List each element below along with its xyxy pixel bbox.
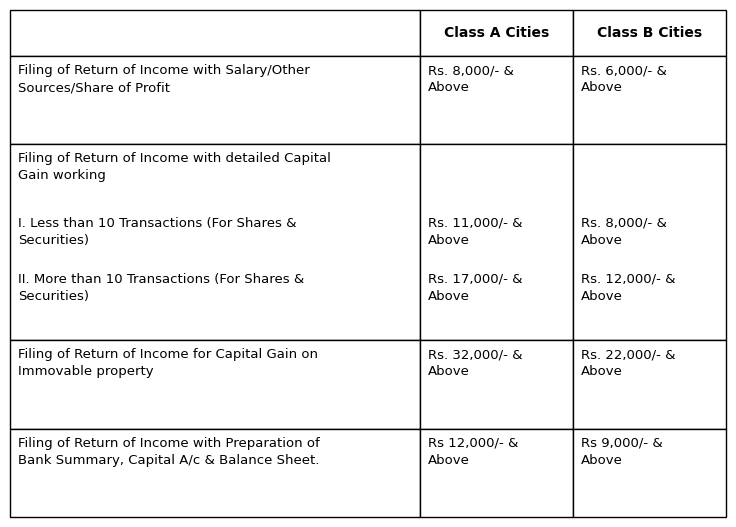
Bar <box>10 10 420 56</box>
Text: Class B Cities: Class B Cities <box>597 26 702 40</box>
Bar <box>573 429 726 517</box>
Text: Filing of Return of Income for Capital Gain on
Immovable property: Filing of Return of Income for Capital G… <box>18 348 318 378</box>
Text: Rs 12,000/- &
Above: Rs 12,000/- & Above <box>428 437 518 467</box>
Bar <box>573 10 726 56</box>
Text: Rs 9,000/- &
Above: Rs 9,000/- & Above <box>581 437 662 467</box>
Text: Filing of Return of Income with detailed Capital
Gain working: Filing of Return of Income with detailed… <box>18 152 331 182</box>
Text: Rs. 22,000/- &
Above: Rs. 22,000/- & Above <box>581 348 675 378</box>
Text: Filing of Return of Income with Salary/Other
Sources/Share of Profit: Filing of Return of Income with Salary/O… <box>18 64 310 94</box>
Text: Rs. 8,000/- &
Above: Rs. 8,000/- & Above <box>428 64 514 94</box>
Bar <box>573 56 726 144</box>
Bar <box>573 144 726 340</box>
Bar <box>10 429 420 517</box>
Bar <box>420 144 573 340</box>
Bar <box>10 144 420 340</box>
Bar <box>420 429 573 517</box>
Bar <box>420 10 573 56</box>
Bar <box>10 56 420 144</box>
Text: Rs. 32,000/- &
Above: Rs. 32,000/- & Above <box>428 348 522 378</box>
Text: II. More than 10 Transactions (For Shares &
Securities): II. More than 10 Transactions (For Share… <box>18 273 304 303</box>
Text: Rs. 6,000/- &
Above: Rs. 6,000/- & Above <box>581 64 667 94</box>
Text: Class A Cities: Class A Cities <box>444 26 549 40</box>
Text: I. Less than 10 Transactions (For Shares &
Securities): I. Less than 10 Transactions (For Shares… <box>18 217 297 247</box>
Text: Rs. 17,000/- &
Above: Rs. 17,000/- & Above <box>428 273 522 303</box>
Text: Rs. 11,000/- &
Above: Rs. 11,000/- & Above <box>428 217 522 247</box>
Bar <box>420 56 573 144</box>
Text: Filing of Return of Income with Preparation of
Bank Summary, Capital A/c & Balan: Filing of Return of Income with Preparat… <box>18 437 319 467</box>
Text: Rs. 8,000/- &
Above: Rs. 8,000/- & Above <box>581 217 667 247</box>
Text: Rs. 12,000/- &
Above: Rs. 12,000/- & Above <box>581 273 675 303</box>
Bar <box>10 340 420 429</box>
Bar <box>420 340 573 429</box>
Bar <box>573 340 726 429</box>
